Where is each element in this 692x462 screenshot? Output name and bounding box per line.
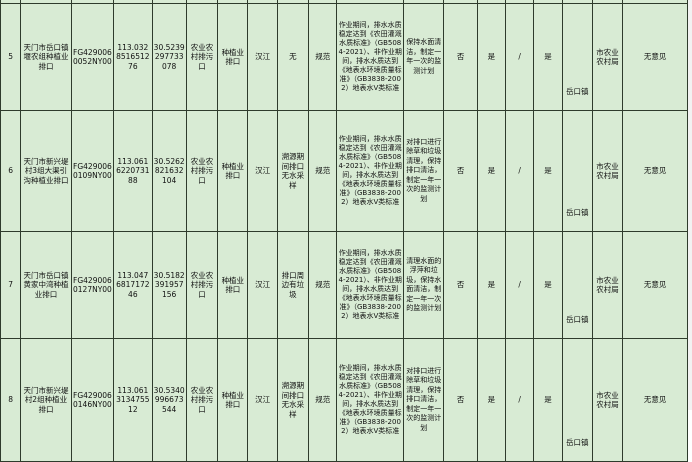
cell-water-quality-requirement: 作业期间，排水水质稳定达到《农田灌溉水质标准》（GB5084-2021）、非作业…: [336, 231, 405, 339]
cell-water-quality-requirement: 作业期间，排水水质稳定达到《农田灌溉水质标准》（GB5084-2021）、非作业…: [336, 110, 405, 232]
cell-rectification-measure: 对排口进行除草和垃圾清理，保持排口清洁，制定一年一次的监测计划: [403, 110, 445, 232]
cell-receiving-water: 汉江: [247, 338, 278, 462]
cell-outfall-category: 种植业排口: [217, 231, 249, 339]
cell-department: 市农业农村局: [591, 338, 624, 462]
cell-outfall-type: 农业农村排污口: [185, 231, 219, 339]
cell-town: 岳口镇: [561, 110, 593, 232]
cell-rectification-measure: 对排口进行除草和垃圾清理，保持排口清洁，制定一年一次的监测计划: [403, 338, 445, 462]
cell-flag-no: 否: [443, 110, 478, 232]
cell-opinion: 无意见: [622, 231, 688, 339]
cell-receiving-water: 汉江: [247, 110, 278, 232]
cell-outfall-category: 种植业排口: [217, 3, 249, 111]
cell-flag-yes-2: 是: [533, 3, 563, 111]
cell-outfall-name: 天门市新兴堤村2组种植业排口: [20, 338, 72, 462]
cell-flag-yes-1: 是: [476, 338, 507, 462]
cell-receiving-water: 汉江: [247, 231, 278, 339]
cell-seq: 8: [0, 338, 22, 462]
cell-seq: 5: [0, 3, 22, 111]
cell-issue-found: 溯源期间排口无水采样: [276, 338, 310, 462]
cell-outfall-name: 天门市新兴堤村3组大渠引沟种植业排口: [20, 110, 72, 232]
cell-flag-yes-1: 是: [476, 110, 507, 232]
cell-department: 市农业农村局: [591, 110, 624, 232]
cell-opinion: 无意见: [622, 110, 688, 232]
cell-seq: 7: [0, 231, 22, 339]
cell-slash: /: [505, 110, 535, 232]
cell-rectification-type: 规范: [308, 338, 338, 462]
cell-slash: /: [505, 231, 535, 339]
cell-longitude: 113.061313475512: [113, 338, 153, 462]
cell-outfall-code: FG4290060052NY00: [70, 3, 115, 111]
cell-longitude: 113.032851651276: [113, 3, 153, 111]
cell-latitude: 30.5182391957156: [151, 231, 187, 339]
cell-opinion: 无意见: [622, 338, 688, 462]
cell-outfall-name: 天门市岳口镇黄家中湾种植业排口: [20, 231, 72, 339]
cell-rectification-type: 规范: [308, 231, 338, 339]
cell-outfall-name: 天门市岳口镇堰农组种植业排口: [20, 3, 72, 111]
cell-water-quality-requirement: 作业期间，排水水质稳定达到《农田灌溉水质标准》（GB5084-2021）、非作业…: [336, 3, 405, 111]
cell-outfall-type: 农业农村排污口: [185, 110, 219, 232]
cell-outfall-type: 农业农村排污口: [185, 3, 219, 111]
cell-outfall-category: 种植业排口: [217, 338, 249, 462]
cell-issue-found: 排口周边有垃圾: [276, 231, 310, 339]
cell-latitude: 30.5340996673544: [151, 338, 187, 462]
cell-town: 岳口镇: [561, 3, 593, 111]
cell-department: 市农业农村局: [591, 231, 624, 339]
cell-issue-found: 溯源期间排口无水采样: [276, 110, 310, 232]
table-row: 5 天门市岳口镇堰农组种植业排口 FG4290060052NY00 113.03285…: [0, 3, 688, 111]
cell-rectification-measure: 保持水面清洁，制定一年一次的监测计划: [403, 3, 445, 111]
cell-water-quality-requirement: 作业期间，排水水质稳定达到《农田灌溉水质标准》（GB5084-2021）、非作业…: [336, 338, 405, 462]
cell-rectification-type: 规范: [308, 3, 338, 111]
cell-town: 岳口镇: [561, 338, 593, 462]
cell-longitude: 113.061622073188: [113, 110, 153, 232]
cell-receiving-water: 汉江: [247, 3, 278, 111]
table-row: 7 天门市岳口镇黄家中湾种植业排口 FG4290060127NY00 113.0476…: [0, 231, 688, 339]
cell-flag-no: 否: [443, 3, 478, 111]
cell-flag-yes-1: 是: [476, 231, 507, 339]
cell-slash: /: [505, 338, 535, 462]
cell-outfall-code: FG4290060127NY00: [70, 231, 115, 339]
cell-rectification-measure: 清理水面的浮萍和垃圾，保持水面清洁，制定一年一次的监测计划: [403, 231, 445, 339]
cell-flag-no: 否: [443, 231, 478, 339]
table-row: 8 天门市新兴堤村2组种植业排口 FG4290060146NY00 113.06131…: [0, 338, 688, 462]
cell-flag-yes-2: 是: [533, 110, 563, 232]
cell-flag-yes-2: 是: [533, 231, 563, 339]
cell-town: 岳口镇: [561, 231, 593, 339]
cell-rectification-type: 规范: [308, 110, 338, 232]
cell-latitude: 30.5262821632104: [151, 110, 187, 232]
cell-outfall-category: 种植业排口: [217, 110, 249, 232]
table-row: 6 天门市新兴堤村3组大渠引沟种植业排口 FG4290060109NY00 113.0…: [0, 110, 688, 232]
cell-outfall-type: 农业农村排污口: [185, 338, 219, 462]
cell-flag-yes-1: 是: [476, 3, 507, 111]
cell-latitude: 30.5239297733078: [151, 3, 187, 111]
cell-outfall-code: FG4290060109NY00: [70, 110, 115, 232]
cell-opinion: 无意见: [622, 3, 688, 111]
cell-slash: /: [505, 3, 535, 111]
cell-department: 市农业农村局: [591, 3, 624, 111]
cell-flag-no: 否: [443, 338, 478, 462]
cell-issue-found: 无: [276, 3, 310, 111]
cell-longitude: 113.047681717246: [113, 231, 153, 339]
cell-flag-yes-2: 是: [533, 338, 563, 462]
cell-seq: 6: [0, 110, 22, 232]
cell-outfall-code: FG4290060146NY00: [70, 338, 115, 462]
